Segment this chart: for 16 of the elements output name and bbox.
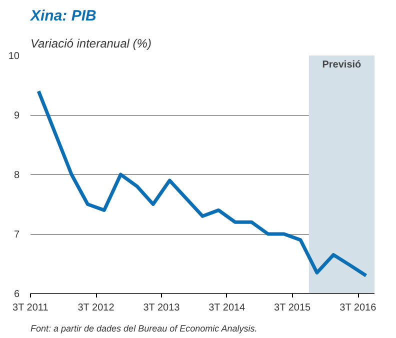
- y-tick-label: 10: [8, 51, 20, 62]
- x-tick-label: 3T 2011: [12, 302, 49, 314]
- x-tick-label: 3T 2012: [78, 302, 115, 314]
- band-label: Previsió: [322, 60, 362, 70]
- y-tick-label: 6: [14, 289, 20, 300]
- x-tick-label: 3T 2014: [208, 302, 246, 314]
- y-tick-label: 8: [14, 170, 20, 181]
- line-series: [36, 89, 368, 278]
- text: Font: a partir de dades del Bureau of Economic Analysis.: [30, 324, 258, 334]
- x-tick-label: 3T 2015: [274, 302, 312, 314]
- y-tick-label: 7: [14, 230, 20, 240]
- x-tick-label: 3T 2016: [340, 302, 377, 314]
- x-tick-label: 3T 2013: [143, 302, 180, 314]
- chart-subtitle: Variació interanual (%): [30, 36, 152, 50]
- y-tick-label: 9: [14, 110, 20, 122]
- chart-title: Xina: PIB: [30, 8, 97, 24]
